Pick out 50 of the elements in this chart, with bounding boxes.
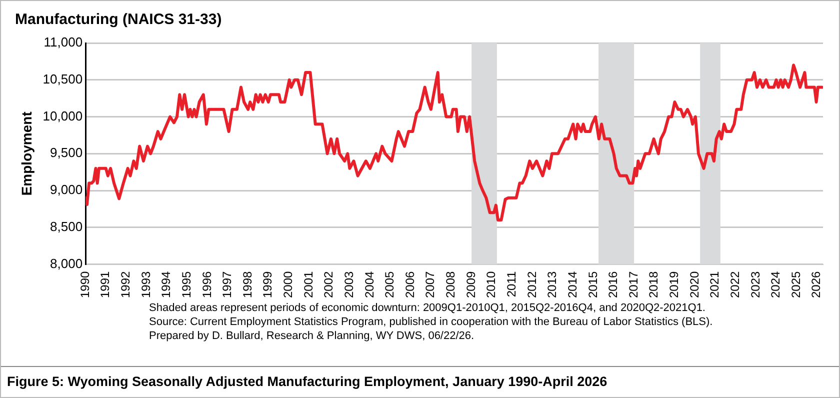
x-tick-label: 1997 [220, 270, 234, 298]
x-tick-label: 1991 [98, 270, 112, 298]
y-axis-title: Employment [18, 111, 34, 196]
x-tick-label: 2004 [362, 270, 376, 298]
x-tick-label: 1995 [179, 270, 194, 298]
text: Prepared by D. Bullard, Research & Planning, WY DWS, 06/22/26. [149, 329, 476, 343]
x-tick-label: 2017 [626, 270, 640, 298]
x-tick-label: 2013 [545, 270, 560, 298]
x-tick-label: 1993 [138, 270, 153, 298]
y-tick-label: 10,500 [42, 71, 83, 86]
x-tick-label: 2000 [281, 270, 296, 298]
x-tick-label: 1998 [240, 270, 254, 298]
x-tick-label: 2018 [646, 270, 661, 298]
x-tick-label: 2011 [504, 270, 518, 298]
caption: Figure 5: Wyoming Seasonally Adjusted Manufacturing Employment, January 1990-April 2026 [1, 366, 839, 397]
x-tick-label: 1994 [159, 270, 174, 298]
x-tick-label: 2023 [748, 270, 762, 298]
x-tick-label: 2001 [301, 270, 316, 298]
y-tick-label: 9,500 [50, 145, 83, 160]
x-tick-label: 1990 [78, 270, 92, 298]
x-tick-label: 1996 [200, 270, 214, 298]
x-tick-label: 2014 [565, 270, 580, 298]
x-tick-label: 2005 [382, 270, 397, 298]
y-tick-label: 8,500 [50, 219, 83, 234]
x-tick-label: 2016 [606, 270, 620, 298]
y-tick-label: 9,000 [50, 182, 83, 198]
x-tick-label: 2024 [768, 270, 783, 298]
x-tick-label: 2019 [667, 270, 682, 298]
x-tick-label: 2010 [484, 270, 498, 298]
x-tick-label: 2015 [586, 270, 600, 298]
x-tick-label: 2020 [687, 270, 702, 298]
x-tick-label: 2003 [342, 270, 356, 298]
x-tick-label: 1999 [260, 270, 275, 298]
y-tick-label: 11,000 [44, 34, 83, 50]
x-tick-label: 2026 [809, 270, 824, 298]
x-tick-label: 2012 [524, 270, 539, 298]
x-tick-label: 2022 [728, 270, 742, 298]
y-tick-label: 8,000 [50, 256, 83, 271]
x-tick-label: 2008 [444, 270, 458, 298]
source-note: Source: Current Employment Statistics Program, published in cooperation with the Bureau of Labor Statistics (BLS). [149, 315, 714, 329]
x-tick-label: 2006 [402, 270, 417, 298]
chart-title: Manufacturing (NAICS 31-33) [15, 11, 222, 28]
x-tick-label: 2025 [788, 270, 803, 298]
text: Shaded areas represent periods of economic downturn: 2009Q1-2010Q1, 2015Q2-2016Q4, and 2020Q2-2021Q1. [149, 301, 706, 315]
x-tick-label: 2007 [423, 270, 438, 298]
x-tick-label: 2021 [708, 270, 722, 298]
x-tick-label: 2009 [464, 270, 478, 298]
x-tick-label: 1992 [118, 270, 133, 298]
x-tick-label: 2002 [322, 270, 336, 298]
y-tick-label: 10,000 [42, 108, 83, 124]
